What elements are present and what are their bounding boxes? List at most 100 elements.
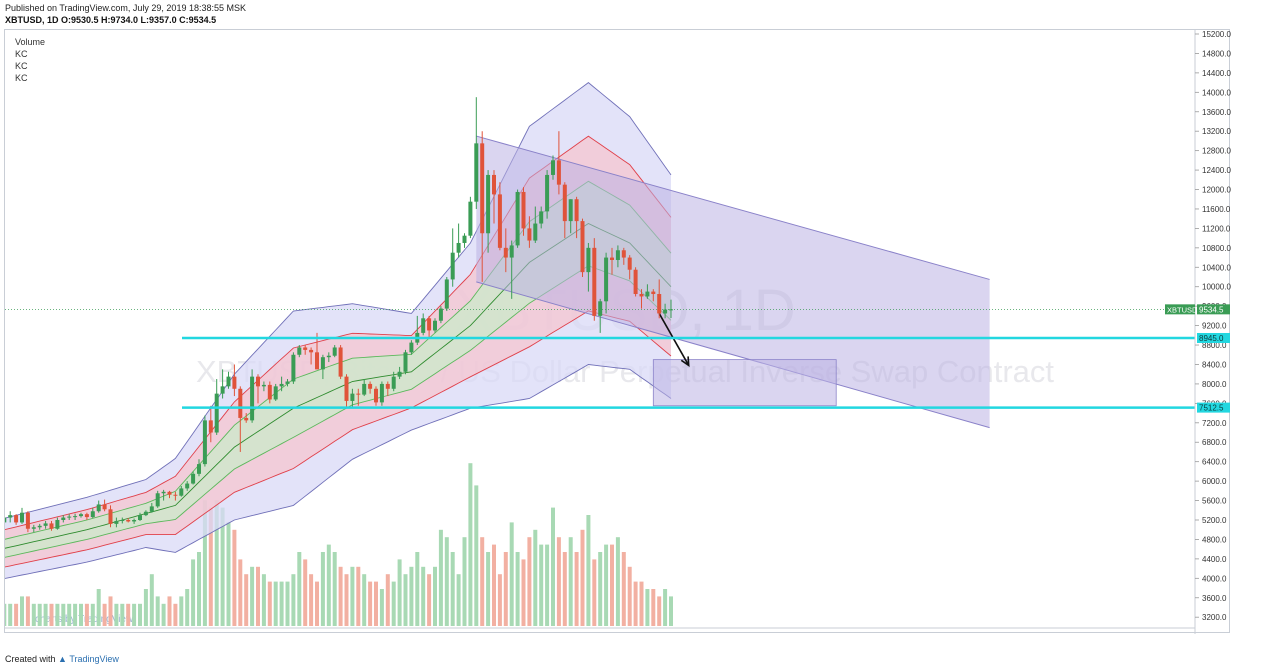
candle-body — [202, 420, 207, 465]
volume-bar — [261, 574, 266, 626]
volume-bar — [37, 603, 42, 626]
candle-body — [586, 247, 591, 273]
candle-body — [67, 516, 72, 518]
ohlc-readout: XBTUSD, 1D O:9530.5 H:9734.0 L:9357.0 C:… — [5, 15, 217, 25]
volume-bar — [138, 603, 142, 626]
volume-bar — [14, 603, 19, 626]
volume-bar — [273, 581, 278, 626]
candle-body — [49, 523, 54, 529]
time-axis: 10 19 May 10 19 Jun 10 19 Jul 10 19 Aug 10 19 Sep 10 19 O… — [5, 627, 1213, 634]
volume-bar — [155, 596, 160, 626]
candle-body — [297, 347, 302, 355]
watermark-small: charts by TradingView — [35, 614, 134, 625]
y-tick-label: 11200.0 — [1202, 224, 1231, 233]
candle-body — [173, 494, 178, 496]
volume-bar — [627, 566, 632, 626]
indicator-kc-label[interactable]: KC — [15, 61, 28, 71]
parallel-channel — [476, 136, 990, 428]
volume-bar — [96, 589, 101, 626]
candle-body — [533, 223, 538, 241]
y-tick-label: 13600.0 — [1202, 108, 1231, 117]
y-tick-label: 9200.0 — [1202, 322, 1227, 331]
price-chart[interactable]: XBTUSD, 1DXBTUSD, Bitcoin / US Dollar Pe… — [5, 30, 1231, 634]
volume-bar — [651, 589, 656, 626]
candle-body — [503, 247, 508, 258]
arrow-head-icon — [680, 356, 690, 368]
y-tick-label: 14400.0 — [1202, 69, 1231, 78]
volume-bar — [456, 574, 461, 626]
candle-body — [84, 514, 89, 518]
candle-body — [250, 376, 255, 421]
candle-body — [621, 250, 626, 258]
volume-bar — [55, 603, 60, 626]
candle-body — [651, 291, 656, 295]
candle-body — [450, 252, 455, 280]
indicator-kc-label[interactable]: KC — [15, 73, 28, 83]
volume-bar — [25, 596, 30, 626]
candle-body — [474, 143, 479, 202]
y-tick-label: 15200.0 — [1202, 30, 1231, 39]
volume-bar — [250, 566, 255, 626]
candle-body — [627, 257, 632, 270]
candle-body — [155, 493, 160, 507]
volume-bar — [486, 552, 491, 626]
volume-bar — [8, 603, 13, 626]
channel-lower-line — [476, 281, 990, 429]
volume-bar — [474, 485, 479, 626]
price-tag-value: 9534.5 — [1199, 305, 1224, 314]
volume-bar — [421, 566, 426, 626]
volume-bar — [610, 544, 614, 626]
tradingview-logo-icon[interactable]: ▲ — [58, 654, 67, 664]
candle-body — [568, 199, 573, 222]
candle-body — [403, 352, 408, 372]
candle-body — [645, 291, 650, 297]
x-tick-label: 19 — [608, 633, 617, 634]
volume-bar — [5, 603, 7, 626]
volume-bar — [368, 581, 373, 626]
candle-body — [208, 420, 213, 433]
x-tick-label: 10 — [737, 633, 746, 634]
candle-body — [551, 160, 555, 175]
indicator-volume-label[interactable]: Volume — [15, 37, 46, 47]
y-tick-label: 4400.0 — [1202, 555, 1227, 564]
candle-body — [592, 247, 597, 316]
volume-bar — [143, 589, 148, 626]
volume-bar — [279, 581, 284, 626]
volume-bar — [84, 603, 89, 626]
candle-body — [545, 174, 550, 212]
candle-body — [315, 352, 319, 370]
volume-bar — [315, 581, 319, 626]
volume-bar — [509, 522, 514, 626]
candle-body — [480, 143, 485, 234]
y-tick-label: 12400.0 — [1202, 166, 1231, 175]
volume-bar — [356, 566, 361, 626]
y-tick-label: 7200.0 — [1202, 419, 1227, 428]
volume-bar — [244, 574, 249, 626]
candle-body — [25, 512, 30, 529]
candle-body — [309, 349, 314, 353]
candle-body — [226, 376, 231, 387]
x-tick-label: Jun — [322, 633, 336, 634]
y-tick-label: 5200.0 — [1202, 516, 1227, 525]
volume-bar — [173, 603, 178, 626]
indicator-kc-label[interactable]: KC — [15, 49, 28, 59]
candle-body — [191, 473, 196, 484]
chart-pane[interactable]: XBTUSD, 1DXBTUSD, Bitcoin / US Dollar Pe… — [4, 29, 1231, 634]
candle-body — [574, 199, 579, 222]
volume-bar — [427, 574, 432, 626]
candle-body — [96, 504, 101, 512]
volume-bar — [462, 537, 467, 626]
candle-body — [639, 294, 644, 297]
candle-body — [604, 257, 609, 302]
volume-bar — [208, 507, 213, 626]
x-tick-label: May — [138, 633, 154, 634]
candle-body — [126, 520, 131, 522]
x-tick-label: 19 — [431, 633, 440, 634]
y-tick-label: 12800.0 — [1202, 147, 1231, 156]
volume-bar — [285, 581, 290, 626]
tradingview-brand[interactable]: TradingView — [69, 654, 119, 664]
x-tick-label: Sep — [864, 633, 879, 634]
y-tick-label: 5600.0 — [1202, 497, 1227, 506]
volume-bar — [562, 552, 567, 626]
candle-body — [397, 371, 402, 377]
